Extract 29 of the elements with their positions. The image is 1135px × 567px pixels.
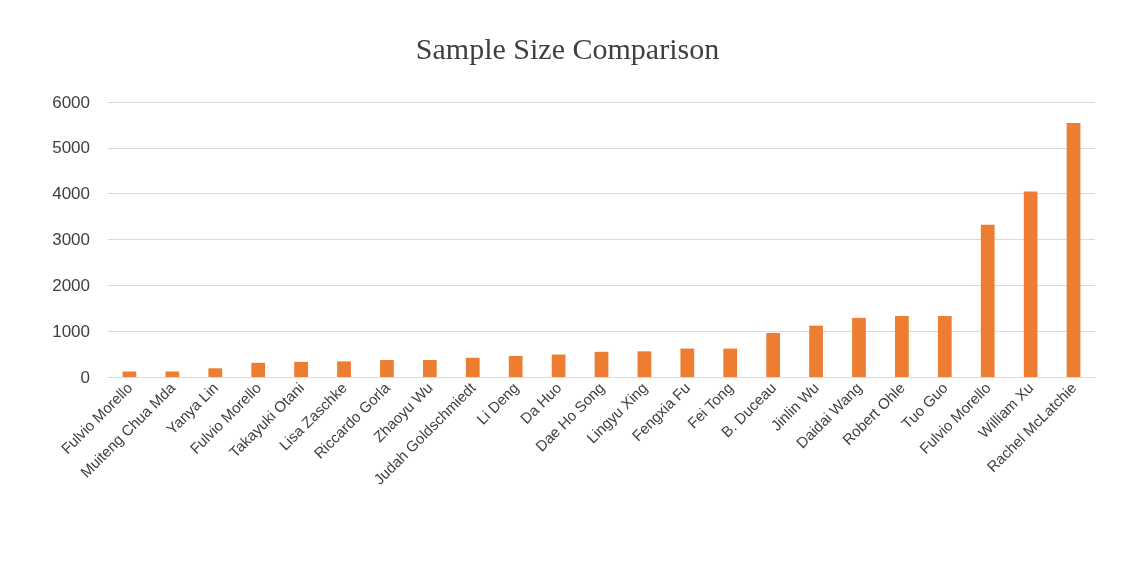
y-tick-label: 6000 bbox=[52, 92, 90, 112]
bar bbox=[637, 351, 652, 377]
bar bbox=[1066, 123, 1081, 377]
bar bbox=[809, 325, 823, 377]
chart-title: Sample Size Comparison bbox=[415, 31, 720, 65]
bar bbox=[551, 354, 566, 377]
bar bbox=[594, 351, 609, 377]
bar bbox=[937, 316, 952, 377]
bar bbox=[465, 357, 480, 377]
bar bbox=[980, 224, 995, 377]
bar bbox=[1023, 191, 1038, 377]
bar bbox=[422, 360, 437, 377]
bar bbox=[337, 361, 351, 377]
y-tick-label: 1000 bbox=[52, 321, 90, 341]
bar bbox=[208, 368, 223, 377]
y-tick-label: 4000 bbox=[52, 184, 90, 204]
bar bbox=[680, 348, 695, 377]
bar bbox=[723, 348, 738, 377]
bar bbox=[380, 360, 394, 377]
bar bbox=[766, 333, 781, 377]
bar bbox=[508, 355, 523, 377]
bar bbox=[852, 317, 866, 377]
y-tick-label: 5000 bbox=[52, 138, 90, 158]
y-tick-label: 0 bbox=[80, 367, 90, 387]
bar bbox=[895, 316, 909, 377]
y-tick-label: 2000 bbox=[52, 275, 90, 295]
bar bbox=[294, 361, 308, 377]
y-tick-label: 3000 bbox=[52, 230, 90, 249]
bar bbox=[251, 362, 266, 377]
